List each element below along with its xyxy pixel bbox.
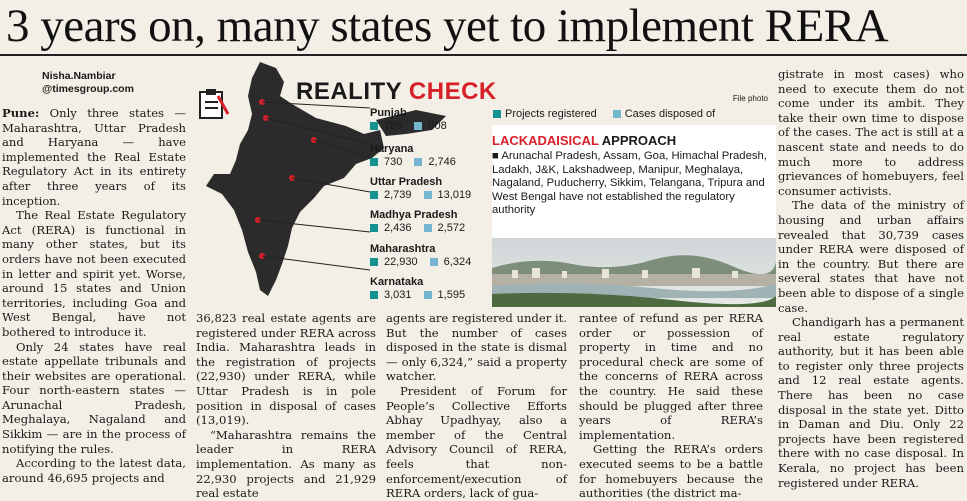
headline: 3 years on, many states yet to implement… xyxy=(6,0,889,52)
byline: Nisha.Nambiar @timesgroup.com xyxy=(2,70,186,96)
clipboard-check-icon xyxy=(199,89,230,119)
state-name: Punjab xyxy=(370,107,407,119)
paragraph-text: Only three states — Maharashtra, Uttar P… xyxy=(2,106,186,208)
lackadaisical-text: ■ Arunachal Pradesh, Assam, Goa, Himacha… xyxy=(492,150,767,217)
legend-registered: Projects registered xyxy=(493,108,597,120)
article-column-3: agents are registered under it. But the … xyxy=(386,311,567,501)
article-column-2: 36,823 real estate agents are registered… xyxy=(196,311,376,501)
swatch-registered xyxy=(493,110,501,119)
article-column-5: gistrate in most cases) who need to exec… xyxy=(778,67,964,490)
byline-name: Nisha.Nambiar xyxy=(42,70,116,82)
paragraph: The Real Estate Regulatory Act (RERA) is… xyxy=(2,208,186,339)
disposed-value: 608 xyxy=(414,120,452,132)
disposed-value: 2,572 xyxy=(423,222,472,234)
map-northeast xyxy=(376,110,446,136)
leader-line xyxy=(261,255,371,271)
paragraph: gistrate in most cases) who need to exec… xyxy=(778,67,964,198)
disposed-value: 13,019 xyxy=(423,189,478,201)
paragraph: Only 24 states have real estate appellat… xyxy=(2,339,186,456)
state-name: Karnataka xyxy=(370,276,424,288)
state-entry: Karnataka 3,031 1,595 xyxy=(370,276,477,302)
paragraph: rantee of refund as per RERA order or po… xyxy=(579,311,763,442)
registered-value: 2,436 xyxy=(370,222,418,234)
paragraph: 36,823 real estate agents are registered… xyxy=(196,311,376,428)
state-values: 2,436 2,572 xyxy=(370,222,477,235)
state-values: 3,031 1,595 xyxy=(370,289,477,302)
registered-value: 730 xyxy=(370,156,408,168)
state-values: 22,930 6,324 xyxy=(370,256,483,269)
disposed-value: 2,746 xyxy=(414,156,462,168)
paragraph: Getting the RERA’s orders executed seems… xyxy=(579,442,763,501)
paragraph: President of Forum for People’s Collecti… xyxy=(386,383,567,501)
leader-line xyxy=(313,139,371,159)
leader-line xyxy=(265,117,371,145)
state-name: Maharashtra xyxy=(370,243,436,255)
byline-handle: @timesgroup.com xyxy=(42,83,134,95)
title-red: LACKADAISICAL xyxy=(492,133,599,148)
paragraph: According to the latest data, around 46,… xyxy=(2,456,186,485)
leader-line xyxy=(291,177,371,193)
disposed-value: 1,595 xyxy=(423,289,472,301)
state-entry: Punjab 789 608 xyxy=(370,107,459,133)
reality-check-title: REALITY CHECK xyxy=(296,78,497,106)
title-red: CHECK xyxy=(408,78,497,105)
state-values: 730 2,746 xyxy=(370,156,468,169)
state-markers xyxy=(255,99,371,271)
state-entry: Uttar Pradesh 2,739 13,019 xyxy=(370,176,483,202)
title-black: REALITY xyxy=(296,78,402,105)
leader-line xyxy=(261,101,371,109)
leader-line xyxy=(257,219,371,233)
registered-value: 22,930 xyxy=(370,256,424,268)
state-entry: Maharashtra 22,930 6,324 xyxy=(370,243,483,269)
paragraph: The data of the ministry of housing and … xyxy=(778,198,964,315)
state-name: Uttar Pradesh xyxy=(370,176,443,188)
state-entry: Haryana 730 2,746 xyxy=(370,143,468,169)
lackadaisical-title: LACKADAISICAL APPROACH xyxy=(492,133,676,148)
paragraph: “Maharashtra remains the leader in RERA … xyxy=(196,427,376,501)
lackadaisical-box xyxy=(492,125,776,240)
dateline: Pune: xyxy=(2,106,40,120)
article-column-1: Nisha.Nambiar @timesgroup.com Pune: Only… xyxy=(2,70,186,485)
swatch-disposed xyxy=(612,110,621,119)
legend-label: Projects registered xyxy=(505,108,597,120)
india-map xyxy=(206,62,446,296)
paragraph: agents are registered under it. But the … xyxy=(386,311,567,384)
paragraph: Pune: Only three states — Maharashtra, U… xyxy=(2,106,186,208)
state-name: Madhya Pradesh xyxy=(370,209,458,221)
title-black: APPROACH xyxy=(601,133,677,148)
disposed-value: 6,324 xyxy=(429,256,478,268)
reality-check-graphic: REALITY CHECK File photo Projects regist… xyxy=(196,60,776,307)
article-column-4: rantee of refund as per RERA order or po… xyxy=(579,311,763,501)
registered-value: 2,739 xyxy=(370,189,418,201)
legend-label: Cases disposed of xyxy=(624,108,716,120)
legend-disposed: Cases disposed of xyxy=(612,108,716,120)
legend: Projects registered Cases disposed of xyxy=(493,108,715,120)
city-photo xyxy=(492,238,776,307)
file-photo-credit: File photo xyxy=(732,94,768,103)
paragraph: Chandigarh has a permanent real estate r… xyxy=(778,315,964,490)
state-values: 2,739 13,019 xyxy=(370,189,483,202)
state-name: Haryana xyxy=(370,143,414,155)
headline-rule xyxy=(0,54,967,56)
state-entry: Madhya Pradesh 2,436 2,572 xyxy=(370,209,477,235)
registered-value: 789 xyxy=(370,120,408,132)
state-values: 789 608 xyxy=(370,120,459,133)
registered-value: 3,031 xyxy=(370,289,418,301)
